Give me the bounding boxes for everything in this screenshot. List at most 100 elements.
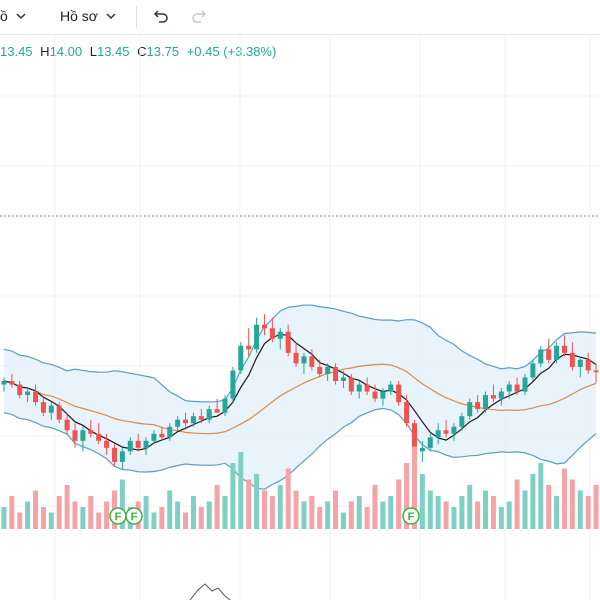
- volume-bar: [372, 485, 378, 529]
- volume-bar: [554, 496, 560, 529]
- high-value: 14.00: [49, 44, 83, 59]
- candle-body: [151, 433, 157, 441]
- toolbar-item-label: Hồ sơ: [60, 8, 98, 24]
- bollinger-band-fill: [3, 305, 597, 490]
- volume-bar: [56, 496, 62, 529]
- earnings-marker-label: F: [131, 511, 138, 523]
- volume-bar: [230, 463, 236, 529]
- volume-bar: [96, 512, 102, 529]
- candle-body: [451, 426, 457, 434]
- candle-body: [56, 405, 62, 420]
- candle-body: [388, 384, 394, 392]
- volume-bar: [261, 490, 267, 529]
- volume-bar: [72, 501, 78, 529]
- volume-bar: [593, 485, 599, 529]
- volume-bar: [254, 474, 260, 529]
- candle-body: [246, 345, 252, 350]
- candle-body: [522, 377, 528, 392]
- candle-body: [546, 349, 552, 360]
- volume-bar: [396, 479, 402, 529]
- volume-bar: [546, 485, 552, 529]
- candle-body: [475, 402, 481, 410]
- candle-body: [561, 345, 567, 353]
- candle-body: [554, 345, 560, 360]
- candle-body: [285, 331, 291, 353]
- candle-body: [467, 402, 473, 417]
- earnings-marker-label: F: [115, 511, 122, 523]
- volume-bar: [285, 468, 291, 529]
- volume-bar: [104, 501, 110, 529]
- close-label: C: [137, 44, 147, 59]
- candle-body: [230, 370, 236, 399]
- candle-body: [175, 419, 181, 427]
- volume-bar: [577, 490, 583, 529]
- candle-body: [577, 359, 583, 367]
- toolbar-item-chart-type[interactable]: ồ: [0, 0, 28, 32]
- toolbar-divider: [136, 6, 137, 28]
- candle-body: [64, 419, 70, 431]
- volume-bar: [198, 507, 204, 529]
- volume-bar: [309, 496, 315, 529]
- candle-body: [372, 391, 378, 399]
- volume-bar: [569, 479, 575, 529]
- candle-body: [190, 416, 196, 424]
- sub-indicator-line: [189, 583, 231, 600]
- candle-body: [333, 366, 339, 381]
- candle-body: [17, 384, 23, 396]
- candle-body: [127, 440, 133, 452]
- candle-body: [293, 352, 299, 364]
- bollinger-upper-line: [3, 304, 597, 403]
- candle-body: [348, 377, 354, 392]
- candle-body: [72, 430, 78, 441]
- candle-body: [167, 426, 173, 438]
- toolbar-item-profile[interactable]: Hồ sơ: [60, 0, 118, 32]
- close-value: 13.75: [146, 44, 180, 59]
- candle-body: [356, 384, 362, 392]
- high-label: H: [40, 44, 50, 59]
- low-label: L: [89, 44, 97, 59]
- toolbar-item-label: ồ: [0, 8, 8, 24]
- volume-bar: [175, 501, 181, 529]
- candle-body: [404, 402, 410, 424]
- earnings-marker-label: F: [408, 511, 415, 523]
- volume-bar: [119, 479, 125, 529]
- candle-body: [317, 366, 323, 374]
- candle-body: [135, 440, 141, 448]
- earnings-marker: [402, 507, 420, 525]
- volume-bar: [317, 507, 323, 529]
- candle-body: [427, 437, 433, 448]
- candle-body: [183, 419, 189, 424]
- candle-body: [419, 447, 425, 452]
- candle-body: [111, 447, 117, 462]
- candle-body: [325, 366, 331, 374]
- volume-bar: [388, 496, 394, 529]
- undo-icon[interactable]: [150, 6, 170, 26]
- candle-body: [104, 440, 110, 448]
- candle-body: [530, 363, 536, 378]
- candle-body: [33, 391, 39, 403]
- volume-bar: [522, 490, 528, 529]
- candle-body: [514, 384, 520, 392]
- candle-body: [498, 391, 504, 399]
- candle-body: [25, 391, 31, 396]
- volume-bar: [214, 485, 220, 529]
- volume-bar: [483, 490, 489, 529]
- volume-bar: [190, 496, 196, 529]
- volume-bar: [1, 507, 7, 529]
- candle-body: [364, 384, 370, 392]
- candle-body: [269, 328, 275, 339]
- candle-body: [222, 398, 228, 413]
- redo-icon[interactable]: [190, 6, 210, 26]
- volume-bar: [167, 490, 173, 529]
- ma-fast-line: [3, 333, 597, 451]
- candle-body: [96, 433, 102, 441]
- candle-body: [411, 423, 417, 452]
- candle-body: [9, 381, 15, 385]
- volume-bar: [459, 496, 465, 529]
- volume-bar: [411, 446, 417, 529]
- earnings-marker: [125, 507, 143, 525]
- volume-bar: [364, 507, 370, 529]
- volume-bar: [277, 485, 283, 529]
- change-value: +0.45 (+3.38%): [186, 44, 277, 59]
